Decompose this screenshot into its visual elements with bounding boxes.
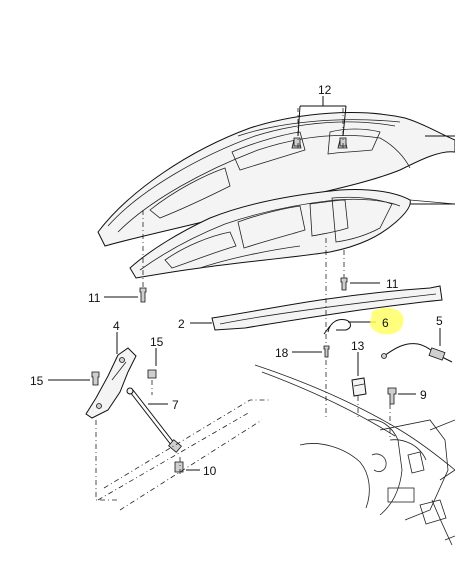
callout-15-right[interactable]: 15 (150, 335, 164, 349)
hood-hinge-part-4 (85, 347, 137, 419)
callout-4[interactable]: 4 (113, 319, 120, 333)
callout-13[interactable]: 13 (351, 339, 365, 353)
callout-numbers: 12 11 11 2 6 5 4 15 15 18 13 7 9 10 (30, 83, 443, 478)
callout-12[interactable]: 12 (318, 83, 332, 97)
callout-11-right[interactable]: 11 (386, 277, 399, 291)
callout-10[interactable]: 10 (203, 464, 217, 478)
callout-6[interactable]: 6 (382, 316, 389, 330)
callout-7[interactable]: 7 (172, 398, 179, 412)
leader-lines (48, 96, 455, 471)
bumper-part-13 (351, 377, 367, 397)
fasteners (91, 137, 397, 473)
latch-cable-part-6 (323, 319, 351, 335)
callout-11-left[interactable]: 11 (88, 291, 101, 305)
hood-inner-panel (129, 189, 455, 279)
callout-2[interactable]: 2 (178, 317, 185, 331)
vehicle-body-structure (254, 364, 455, 546)
callout-15-left[interactable]: 15 (30, 374, 44, 388)
hood-seal-part-2 (211, 285, 443, 331)
callout-18[interactable]: 18 (275, 346, 289, 360)
callout-6-highlight (370, 307, 404, 335)
hood-prop-rod-part-7 (126, 387, 182, 453)
release-cable-part-5 (381, 343, 453, 363)
callout-9[interactable]: 9 (420, 388, 427, 402)
callout-5[interactable]: 5 (436, 314, 443, 328)
installation-guide-lines (95, 108, 391, 511)
